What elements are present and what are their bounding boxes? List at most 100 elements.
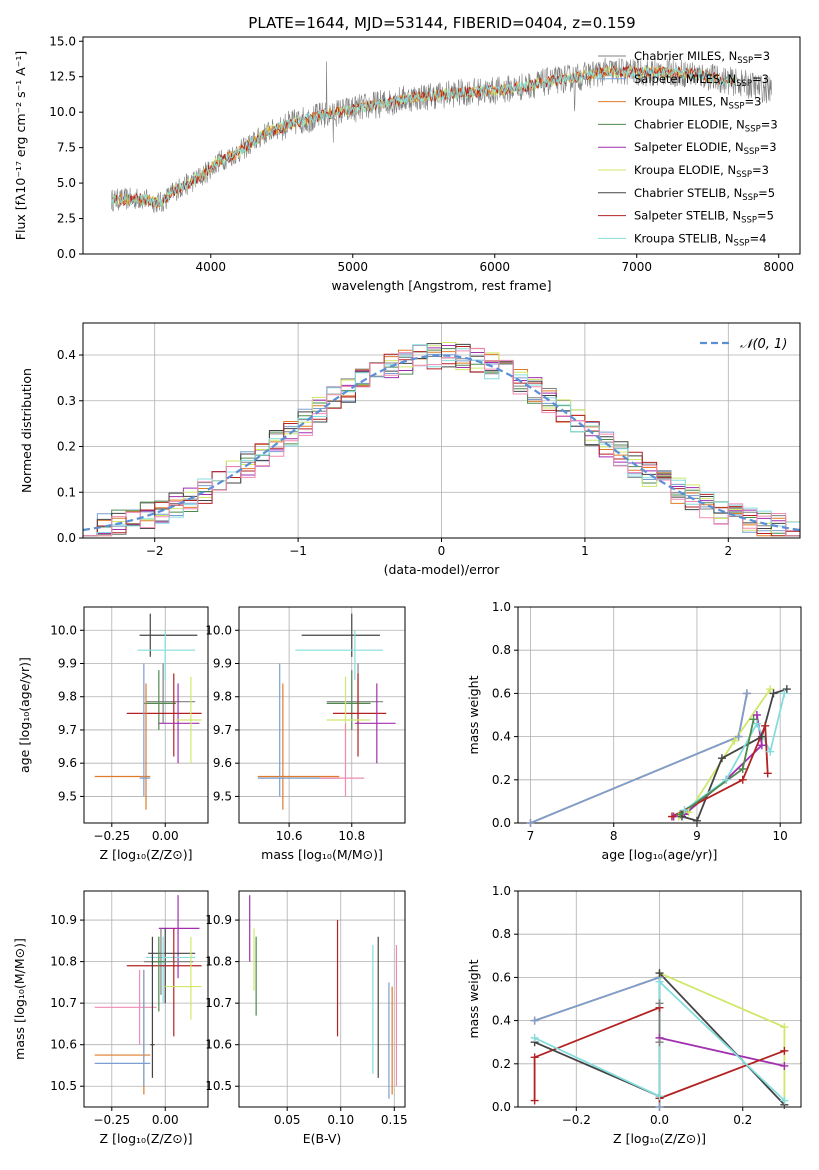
- x-axis-label: E(B-V): [303, 1131, 342, 1146]
- y-tick-label: 0.2: [492, 773, 511, 787]
- series-marker: [667, 812, 676, 821]
- y-tick-label: 0.0: [57, 247, 76, 261]
- legend-tail: =3: [760, 140, 777, 154]
- axes-frame: [83, 890, 209, 1108]
- legend-entry: Chabrier MILES, NSSP=3: [634, 49, 770, 66]
- y-tick-label: 10.0: [205, 623, 232, 637]
- legend-text: Salpeter MILES, N: [634, 72, 736, 86]
- series-marker: [655, 977, 664, 986]
- y-tick-label: 10.9: [50, 913, 77, 927]
- x-tick-label: 10: [773, 829, 788, 843]
- series-marker: [530, 1033, 539, 1042]
- y-tick-label: 0.0: [57, 531, 76, 545]
- legend-tail: =3: [744, 95, 761, 109]
- axes-frame: [517, 606, 802, 824]
- y-tick-label: 0.2: [492, 1057, 511, 1071]
- x-axis-label: wavelength [Angstrom, rest frame]: [331, 278, 551, 293]
- series-marker: [526, 819, 535, 827]
- legend-tail: =5: [757, 209, 774, 223]
- y-tick-label: 10.0: [49, 105, 76, 119]
- y-tick-label: 9.7: [213, 723, 232, 737]
- x-tick-label: −0.2: [562, 1113, 591, 1127]
- series-marker: [752, 711, 761, 719]
- x-axis-label: Z [log₁₀(Z/Z⊙)]: [100, 1131, 193, 1146]
- series-marker: [717, 754, 726, 763]
- y-tick-label: 5.0: [57, 176, 76, 190]
- age-vs-metallicity-panel: −0.25 0.00 9.5 9.6 9.7 9.8 9.9 10.0 Z [log₁₀(Z/Z…: [17, 606, 209, 862]
- x-axis-label: age [log₁₀(age/yr)]: [602, 847, 718, 862]
- y-axis-label: Normed distribution: [19, 368, 34, 493]
- series-marker: [780, 1096, 789, 1105]
- x-tick-label: 1: [581, 544, 589, 558]
- series-line: [659, 1037, 785, 1067]
- x-tick-label: 0.00: [152, 829, 179, 843]
- legend-tail: =5: [758, 186, 775, 200]
- series-marker: [752, 719, 761, 728]
- y-tick-label: 9.8: [58, 690, 77, 704]
- axes-frame: [238, 606, 406, 824]
- x-tick-label: 4000: [196, 260, 227, 274]
- y-tick-label: 1.0: [492, 600, 511, 614]
- series-marker: [766, 685, 775, 694]
- legend-tail: =3: [761, 117, 778, 131]
- y-tick-label: 2.5: [57, 212, 76, 226]
- y-tick-label: 15.0: [49, 34, 76, 48]
- mass-vs-ebv-panel: 0.05 0.10 0.15 10.5 10.6 10.7 10.8 10.9 E(B-V): [205, 890, 408, 1146]
- y-tick-label: 0.6: [492, 970, 511, 984]
- x-tick-label: 10.6: [276, 829, 303, 843]
- series-marker: [769, 689, 778, 698]
- series-marker: [655, 1103, 664, 1111]
- legend-subscript: SSP: [729, 102, 745, 112]
- series-marker: [757, 741, 766, 750]
- spectrum-panel: 4000 5000 6000 7000 8000 0.0 2.5 5.0 7.5 10.0 12.5…: [13, 34, 801, 293]
- series-marker: [734, 732, 743, 741]
- series-marker: [692, 816, 701, 825]
- series-marker: [722, 775, 731, 784]
- legend-entry: Salpeter MILES, NSSP=3: [634, 72, 769, 89]
- x-tick-label: 8000: [763, 260, 794, 274]
- y-tick-label: 10.8: [50, 955, 77, 969]
- legend-subscript: SSP: [742, 193, 758, 203]
- y-axis-label: age [log₁₀(age/yr)]: [17, 657, 32, 773]
- gaussian-curve: [83, 354, 800, 532]
- legend-text: Kroupa STELIB, N: [634, 231, 734, 245]
- axes-frame: [238, 890, 406, 1108]
- series-marker: [530, 1096, 539, 1105]
- x-tick-label: 8: [610, 829, 618, 843]
- series-marker: [655, 999, 664, 1008]
- axes-frame: [83, 606, 209, 824]
- y-tick-label: 0.8: [492, 927, 511, 941]
- y-axis-label: mass weight: [466, 675, 481, 754]
- series-marker: [676, 810, 685, 819]
- y-tick-label: 10.0: [50, 623, 77, 637]
- plot-area: [83, 341, 800, 538]
- legend-text: Chabrier ELODIE, N: [634, 117, 745, 131]
- y-tick-label: 10.9: [205, 913, 232, 927]
- legend-text: Chabrier STELIB, N: [634, 186, 742, 200]
- model-spectrum-line: [111, 65, 737, 208]
- y-tick-label: 9.5: [213, 789, 232, 803]
- legend-subscript: SSP: [737, 56, 753, 66]
- legend-text: Kroupa ELODIE, N: [634, 163, 736, 177]
- plot-area: [530, 688, 788, 823]
- x-tick-label: 0.0: [650, 1113, 669, 1127]
- x-tick-label: −1: [289, 544, 307, 558]
- legend-entry: Kroupa STELIB, NSSP=4: [634, 231, 766, 248]
- series-marker: [655, 969, 664, 978]
- legend-text: Kroupa MILES, N: [634, 95, 729, 109]
- series-marker: [684, 808, 693, 817]
- y-tick-label: 12.5: [49, 70, 76, 84]
- y-axis-label: Flux [fλ10⁻¹⁷ erg cm⁻² s⁻¹ A⁻¹]: [13, 51, 28, 240]
- legend-subscript: SSP: [741, 216, 757, 226]
- y-tick-label: 0.3: [57, 394, 76, 408]
- residual-histogram-panel: −2 −1 0 1 2 0.0 0.1 0.2 0.3 0.4 (data-model)/error…: [19, 322, 801, 577]
- plot-area: [257, 613, 396, 810]
- legend-subscript: SSP: [744, 147, 760, 157]
- y-tick-label: 0.8: [492, 643, 511, 657]
- series-marker: [757, 732, 766, 741]
- legend-entry: Kroupa MILES, NSSP=3: [634, 95, 761, 112]
- y-tick-label: 9.9: [58, 656, 77, 670]
- legend-tail: =3: [752, 72, 769, 86]
